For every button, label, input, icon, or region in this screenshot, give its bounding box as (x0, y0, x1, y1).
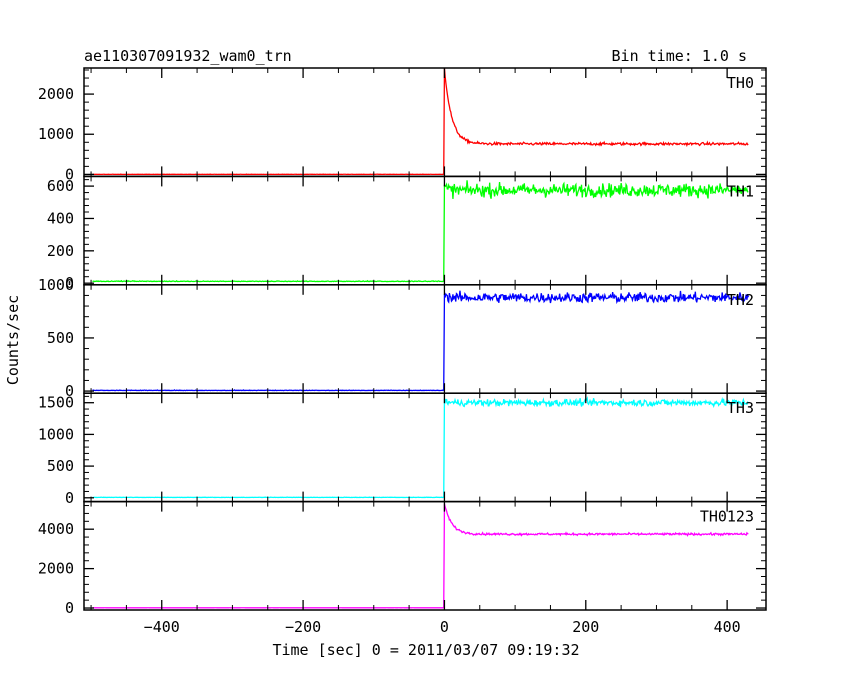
y-tick-label: 0 (65, 382, 74, 400)
series-label-th0123: TH0123 (700, 508, 754, 526)
y-tick-label: 500 (47, 329, 74, 347)
panel-th0: 0 1000 2000 TH0 (38, 67, 767, 183)
chart-title: ae110307091932_wam0_trn (84, 47, 292, 65)
x-tick-label: 400 (714, 618, 741, 636)
panel-frame (83, 392, 767, 503)
series-line-th0123 (92, 503, 749, 609)
y-tick-label: 4000 (38, 520, 74, 538)
x-tick-label: 0 (440, 618, 449, 636)
x-tick-label: −400 (144, 618, 180, 636)
x-axis-label: Time [sec] 0 = 2011/03/07 09:19:32 (272, 641, 579, 659)
y-tick-label: 400 (47, 209, 74, 227)
panel-frame (83, 67, 767, 178)
panel-frame (83, 500, 767, 611)
y-tick-label: 0 (65, 274, 74, 292)
y-axis-label: Counts/sec (4, 295, 22, 385)
panel-th3: 0 500 1000 1500 TH3 (38, 392, 767, 507)
y-tick-label: 1000 (38, 276, 74, 294)
y-tick-label: 1500 (38, 394, 74, 412)
panel-th0123: 0 2000 4000 TH0123 (38, 500, 767, 617)
x-tick-label: −200 (285, 618, 321, 636)
y-tick-label: 600 (47, 177, 74, 195)
y-tick-label: 0 (65, 599, 74, 617)
series-label-th0: TH0 (727, 74, 754, 92)
series-line-th2 (92, 290, 749, 392)
series-label-th2: TH2 (727, 291, 754, 309)
panel-th2: 0 500 1000 TH2 (38, 276, 767, 400)
y-tick-label: 2000 (38, 560, 74, 578)
y-tick-label: 0 (65, 165, 74, 183)
bin-time-label: Bin time: 1.0 s (612, 47, 747, 65)
panel-th1: 0 200 400 600 TH1 (47, 175, 767, 292)
series-line-th3 (92, 395, 749, 499)
x-tick-label: 200 (572, 618, 599, 636)
y-tick-label: 500 (47, 457, 74, 475)
y-tick-label: 2000 (38, 85, 74, 103)
y-tick-label: 1000 (38, 425, 74, 443)
y-tick-label: 1000 (38, 125, 74, 143)
series-line-th1 (92, 180, 749, 283)
series-label-th3: TH3 (727, 399, 754, 417)
y-tick-label: 200 (47, 242, 74, 260)
panel-frame (83, 175, 767, 286)
series-label-th1: TH1 (727, 182, 754, 200)
y-tick-label: 0 (65, 489, 74, 507)
series-line-th0 (92, 67, 749, 176)
